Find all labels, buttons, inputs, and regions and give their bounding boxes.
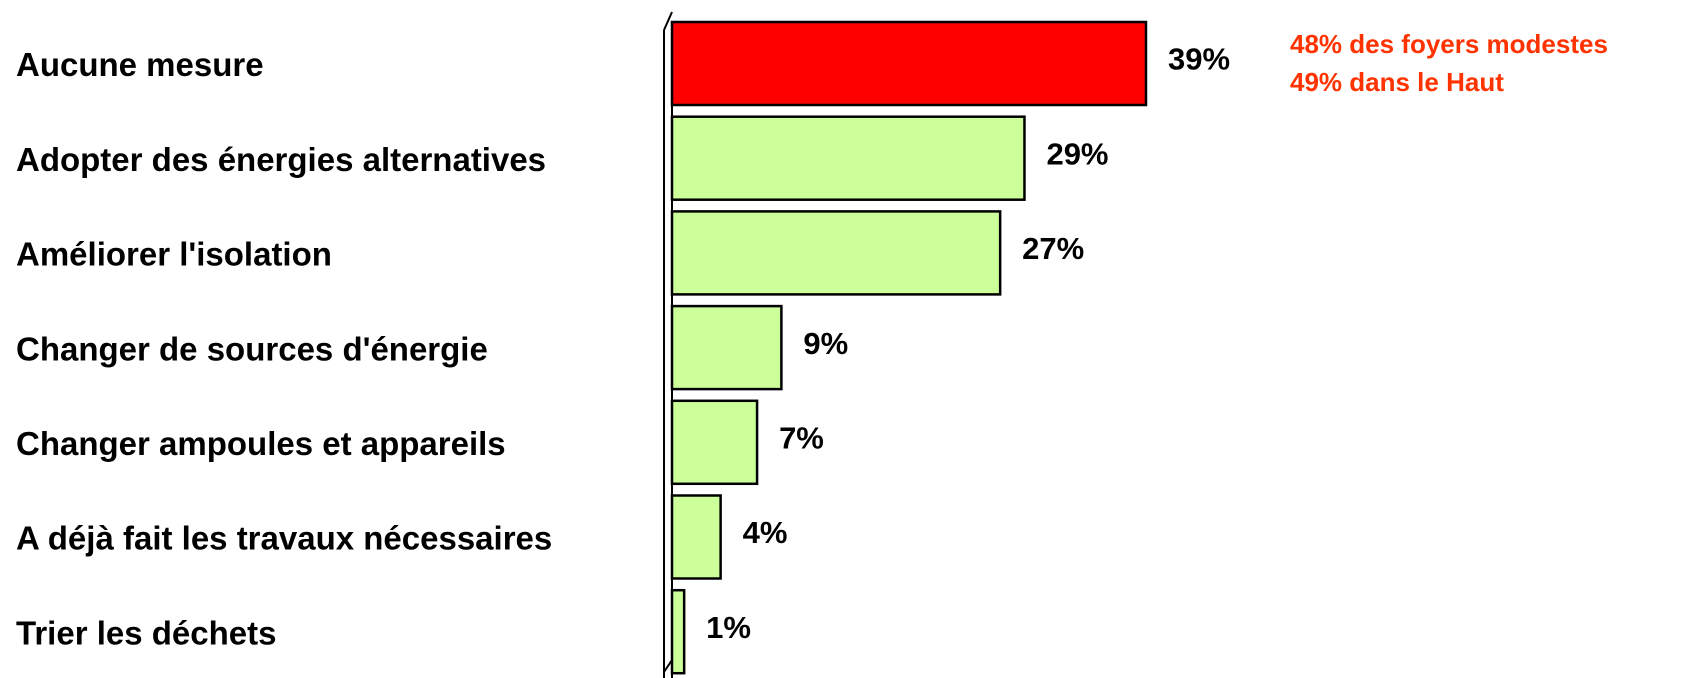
bar: [670, 115, 1026, 201]
category-label: Aucune mesure: [16, 46, 264, 83]
value-label: 4%: [743, 515, 788, 550]
value-label: 39%: [1168, 42, 1230, 77]
bar: [670, 210, 1002, 296]
category-label: A déjà fait les travaux nécessaires: [16, 520, 552, 557]
value-label: 29%: [1046, 136, 1108, 171]
annotation: 48% des foyers modestes: [1290, 29, 1608, 59]
bar: [670, 304, 783, 391]
category-label: Améliorer l'isolation: [16, 236, 332, 273]
bar: [670, 20, 1148, 107]
category-label: Changer ampoules et appareils: [16, 425, 506, 462]
bar: [670, 399, 759, 486]
value-label: 7%: [779, 420, 824, 455]
bar: [670, 494, 722, 580]
category-label: Trier les déchets: [16, 614, 276, 651]
bar: [670, 588, 686, 675]
axis-top: [663, 11, 673, 31]
axis-bottom: [663, 659, 673, 673]
category-label: Changer de sources d'énergie: [16, 330, 488, 367]
value-label: 1%: [706, 610, 751, 645]
category-label: Adopter des énergies alternatives: [16, 141, 546, 178]
value-label: 27%: [1022, 231, 1084, 266]
annotation: 49% dans le Haut: [1290, 67, 1504, 97]
value-label: 9%: [803, 326, 848, 361]
